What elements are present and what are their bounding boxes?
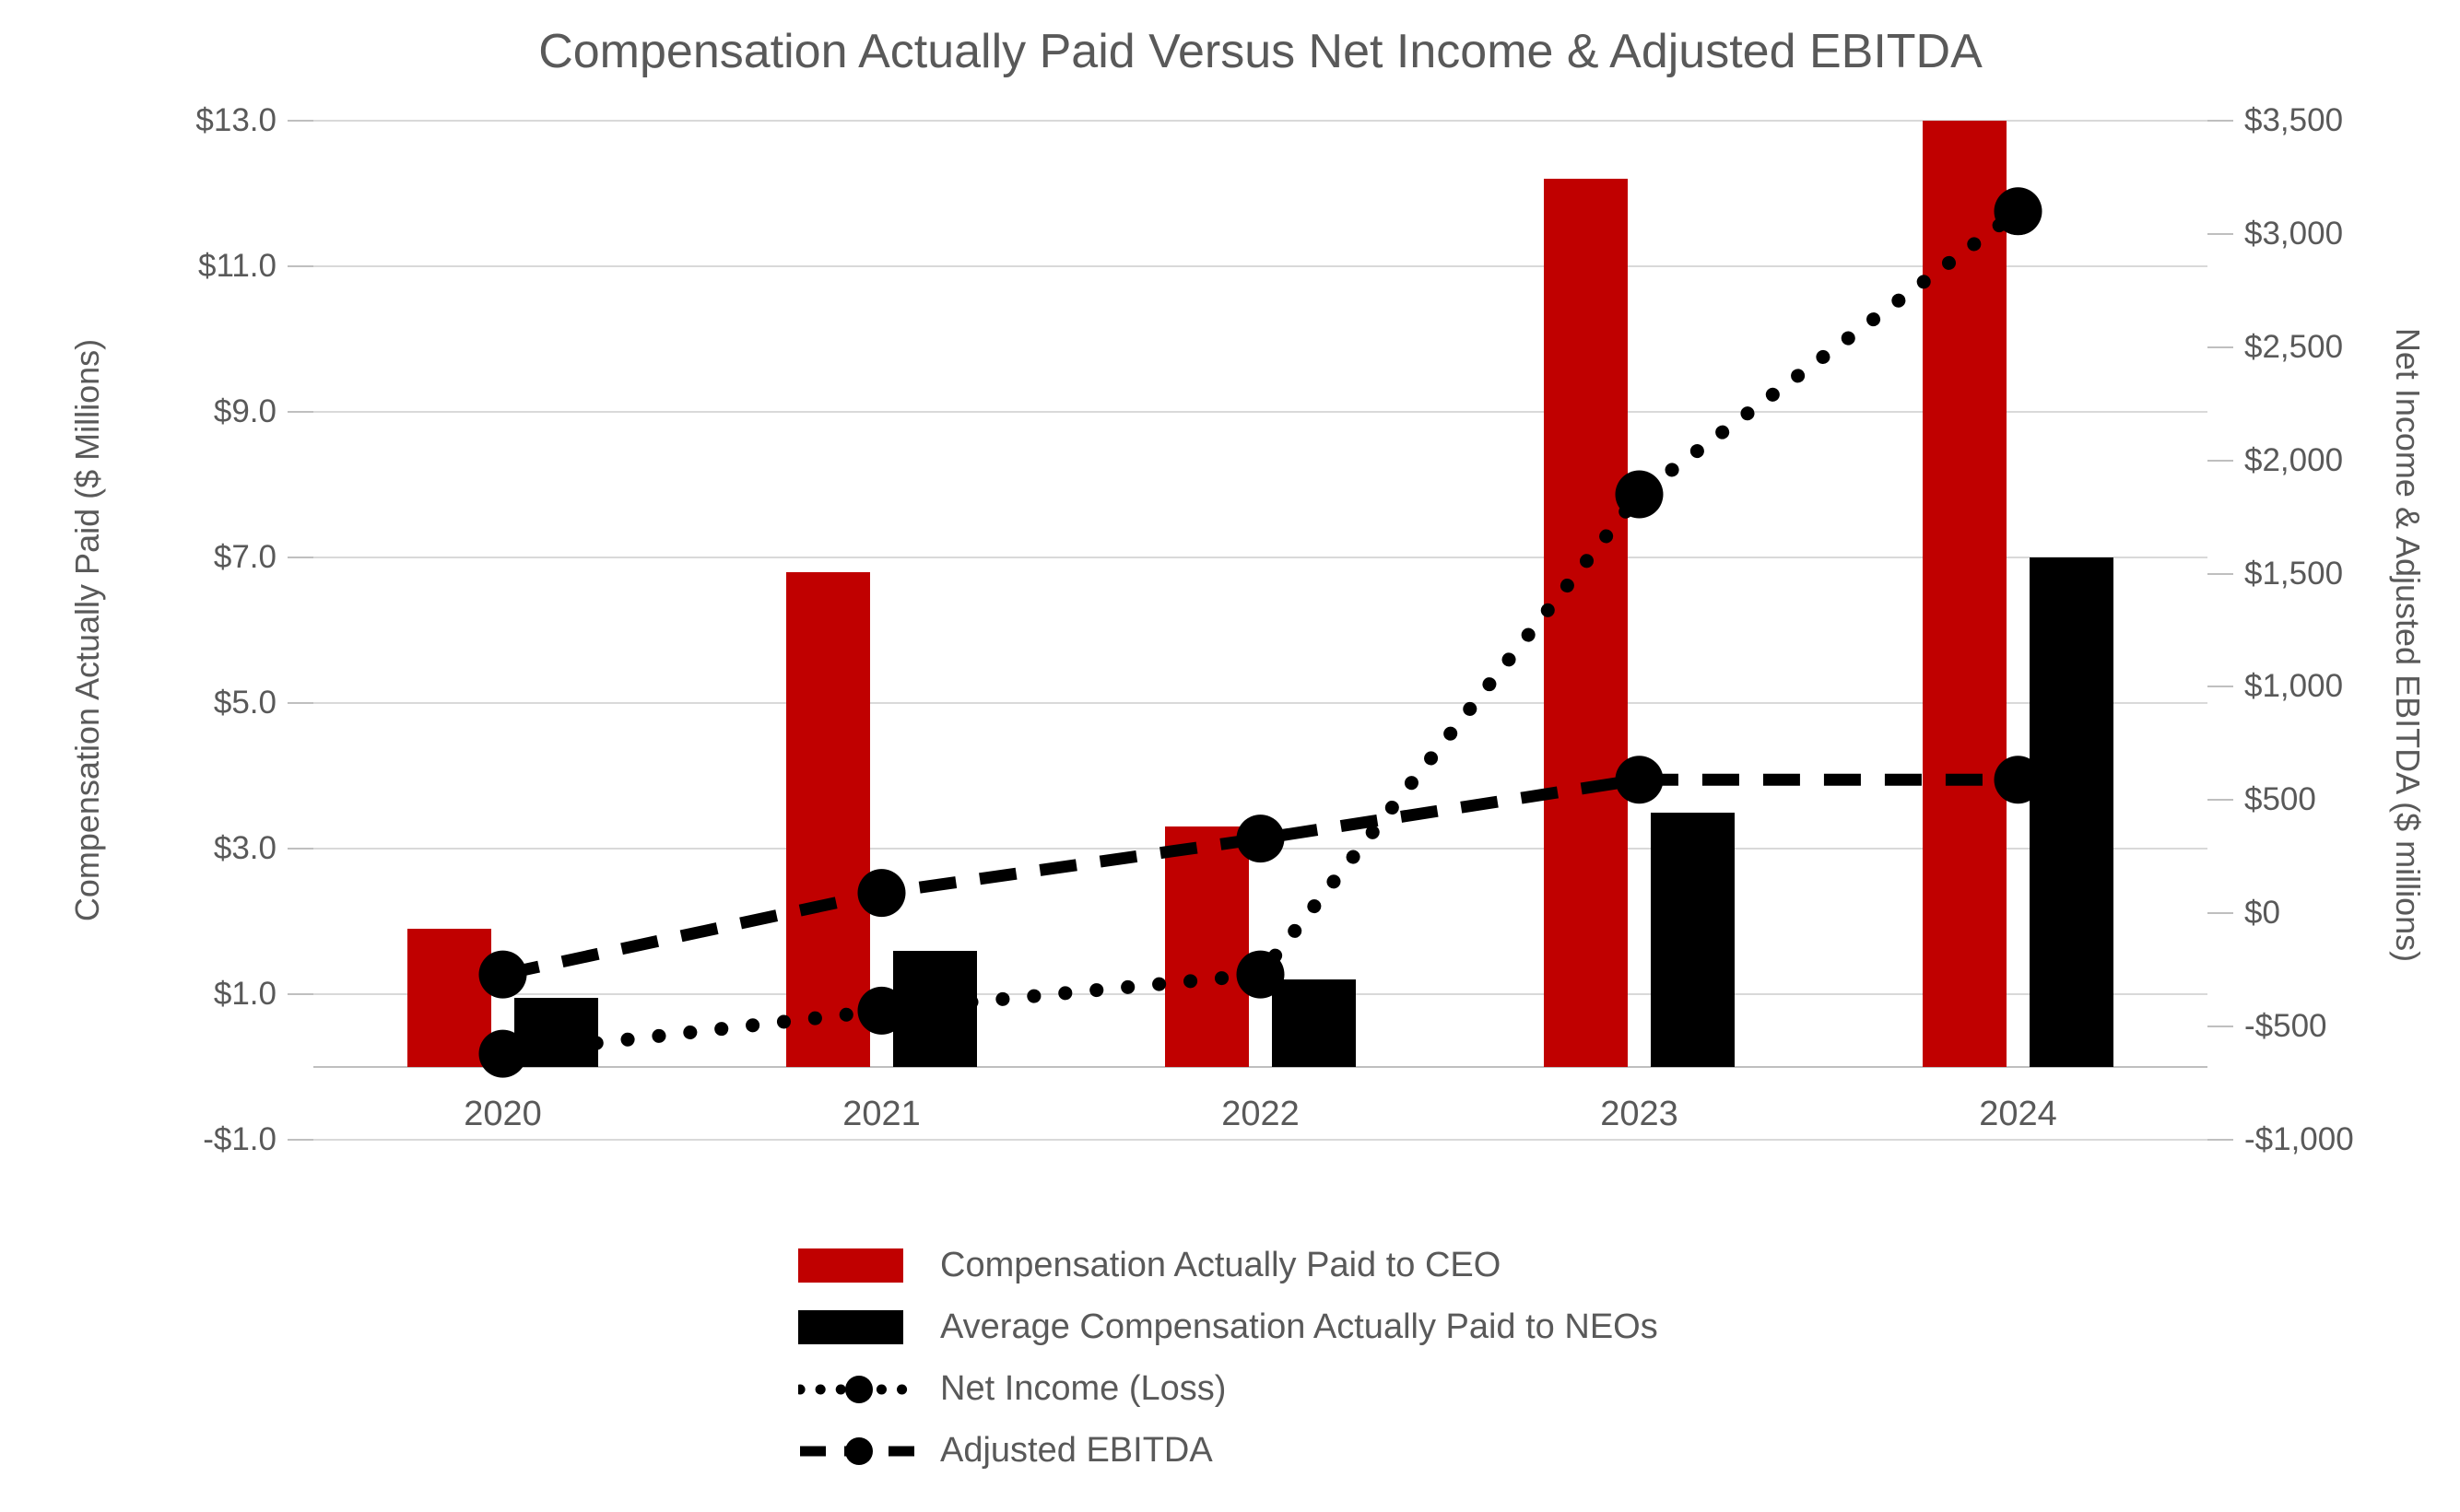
right-tick-label: $2,000 xyxy=(2244,441,2344,478)
net-income-marker-2020 xyxy=(478,1029,527,1078)
legend-label: Average Compensation Actually Paid to NE… xyxy=(940,1307,1658,1346)
net-income-marker-2021 xyxy=(857,986,906,1035)
x-axis-line xyxy=(313,1066,2207,1068)
left-tick-mark xyxy=(288,120,313,122)
right-tick-label: $3,500 xyxy=(2244,102,2344,138)
gridline xyxy=(313,557,2207,558)
chart-title: Compensation Actually Paid Versus Net In… xyxy=(538,25,1983,78)
left-tick-mark xyxy=(288,993,313,995)
bar-ceo-2023 xyxy=(1544,179,1628,1067)
legend-label: Compensation Actually Paid to CEO xyxy=(940,1246,1501,1284)
right-tick-mark xyxy=(2207,1139,2233,1141)
left-tick-label: $7.0 xyxy=(213,539,277,575)
legend-item: Adjusted EBITDA xyxy=(798,1420,1658,1482)
bar-neo-2022 xyxy=(1272,979,1356,1067)
legend-color-chip xyxy=(798,1248,903,1283)
right-tick-label: $0 xyxy=(2244,895,2280,932)
left-tick-mark xyxy=(288,557,313,558)
gridline xyxy=(313,120,2207,122)
x-axis-label: 2023 xyxy=(1600,1095,1678,1133)
gridline xyxy=(313,265,2207,267)
adjusted-ebitda-marker-2023 xyxy=(1615,756,1664,804)
right-tick-mark xyxy=(2207,346,2233,348)
right-tick-mark xyxy=(2207,232,2233,235)
left-tick-mark xyxy=(288,848,313,850)
right-tick-mark xyxy=(2207,686,2233,688)
left-tick-label: $5.0 xyxy=(213,685,277,721)
legend-item: Average Compensation Actually Paid to NE… xyxy=(798,1296,1658,1358)
legend-item: Compensation Actually Paid to CEO xyxy=(798,1235,1658,1296)
left-tick-mark xyxy=(288,411,313,413)
adjusted-ebitda-line xyxy=(501,773,2019,980)
right-tick-label: -$500 xyxy=(2244,1008,2327,1045)
bar-ceo-2022 xyxy=(1165,826,1249,1067)
left-tick-label: -$1.0 xyxy=(203,1121,277,1157)
right-tick-label: -$1,000 xyxy=(2244,1121,2354,1157)
right-tick-label: $3,000 xyxy=(2244,215,2344,252)
legend-item: Net Income (Loss) xyxy=(798,1358,1658,1420)
gridline xyxy=(313,702,2207,704)
gridline xyxy=(313,1139,2207,1141)
right-tick-label: $1,500 xyxy=(2244,555,2344,592)
bar-neo-2023 xyxy=(1651,812,1735,1067)
right-tick-mark xyxy=(2207,1026,2233,1028)
left-tick-label: $11.0 xyxy=(198,248,277,284)
right-tick-label: $500 xyxy=(2244,781,2316,818)
left-tick-label: $3.0 xyxy=(213,830,277,866)
legend-bar-swatch-icon xyxy=(798,1309,920,1346)
net-income-marker-2023 xyxy=(1615,470,1664,519)
left-tick-mark xyxy=(288,1139,313,1141)
right-tick-mark xyxy=(2207,459,2233,462)
legend-label: Net Income (Loss) xyxy=(940,1369,1227,1408)
left-tick-label: $9.0 xyxy=(213,393,277,429)
right-tick-mark xyxy=(2207,799,2233,802)
bar-neo-2020 xyxy=(514,997,598,1067)
x-axis-label: 2020 xyxy=(464,1095,542,1133)
legend-color-chip xyxy=(798,1310,903,1344)
legend-bar-swatch-icon xyxy=(798,1248,920,1284)
x-axis-label: 2022 xyxy=(1221,1095,1300,1133)
bar-ceo-2024 xyxy=(1923,121,2007,1067)
left-tick-mark xyxy=(288,702,313,704)
bar-ceo-2021 xyxy=(786,571,870,1067)
right-tick-mark xyxy=(2207,120,2233,122)
legend: Compensation Actually Paid to CEO Average… xyxy=(798,1235,1658,1482)
bar-neo-2024 xyxy=(2030,557,2113,1067)
legend-line-swatch-icon xyxy=(798,1371,920,1408)
left-tick-mark xyxy=(288,265,313,267)
adjusted-ebitda-marker-2020 xyxy=(478,950,527,999)
right-tick-mark xyxy=(2207,572,2233,575)
legend-label: Adjusted EBITDA xyxy=(940,1431,1213,1470)
gridline xyxy=(313,411,2207,413)
adjusted-ebitda-marker-2022 xyxy=(1236,815,1285,863)
x-axis-label: 2024 xyxy=(1979,1095,2057,1133)
adjusted-ebitda-marker-2021 xyxy=(857,869,906,918)
right-tick-mark xyxy=(2207,912,2233,915)
left-tick-label: $1.0 xyxy=(213,976,277,1012)
left-tick-label: $13.0 xyxy=(195,102,277,138)
net-income-marker-2022 xyxy=(1236,950,1285,999)
legend-line-swatch-icon xyxy=(798,1433,920,1470)
adjusted-ebitda-marker-2024 xyxy=(1994,756,2042,804)
net-income-line xyxy=(496,204,2025,1061)
right-tick-label: $1,000 xyxy=(2244,668,2344,705)
bar-ceo-2020 xyxy=(407,928,491,1067)
x-axis-label: 2021 xyxy=(842,1095,921,1133)
net-income-marker-2024 xyxy=(1994,187,2042,236)
right-tick-label: $2,500 xyxy=(2244,328,2344,365)
